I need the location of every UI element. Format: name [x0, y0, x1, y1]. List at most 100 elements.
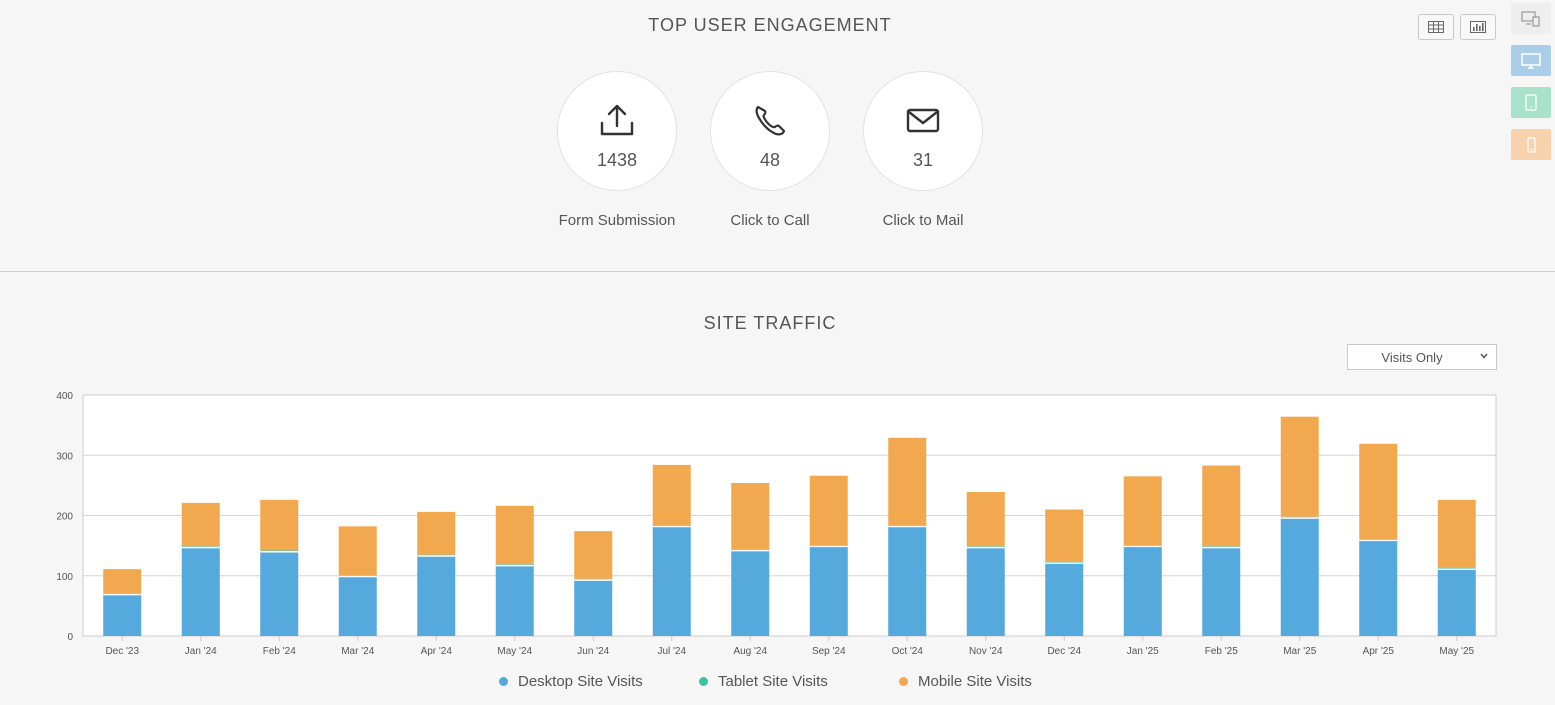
form-submission-count: 1438 — [596, 150, 638, 170]
visits-filter-select[interactable]: Visits Only — [1347, 344, 1497, 370]
desktop-icon — [1521, 52, 1541, 69]
visits-filter-value: Visits Only — [1381, 350, 1443, 365]
legend-label-mobile: Mobile Site Visits — [918, 673, 1032, 690]
bar-mobile — [731, 482, 770, 550]
bar-mobile — [338, 526, 377, 576]
bar-desktop — [1123, 545, 1162, 636]
bar-mobile — [1202, 465, 1241, 547]
bar-desktop — [888, 525, 927, 636]
y-tick-label: 0 — [67, 632, 73, 643]
legend-dot-mobile — [899, 677, 908, 686]
engagement-circle: 31 — [863, 71, 983, 191]
bar-tablet — [1280, 516, 1319, 518]
bar-desktop — [1202, 546, 1241, 636]
tablet-icon — [1525, 94, 1537, 111]
engagement-click-to-call: 48 Click to Call — [710, 71, 830, 229]
bar-tablet — [1437, 567, 1476, 569]
bar-desktop — [417, 555, 456, 636]
bar-mobile — [809, 475, 848, 546]
all-devices-button[interactable] — [1511, 3, 1551, 34]
bar-desktop — [731, 549, 770, 636]
legend-item-desktop[interactable]: Desktop Site Visits — [499, 673, 643, 690]
site-traffic-chart: 0 100 200 300 400 Dec '23 Jan '24 Feb '24 Mar '2… — [56, 391, 1497, 657]
y-tick-label: 400 — [56, 391, 73, 402]
bar-separator — [417, 553, 456, 557]
mobile-filter-button[interactable] — [1511, 129, 1551, 160]
x-tick-label: Sep '24 — [812, 646, 846, 657]
bar-separator — [103, 592, 142, 596]
upload-icon — [600, 104, 634, 136]
bar-desktop — [1437, 568, 1476, 636]
bar-tablet — [966, 546, 1005, 547]
bar-desktop — [966, 546, 1005, 636]
bar-desktop — [1359, 539, 1398, 636]
legend-item-mobile[interactable]: Mobile Site Visits — [899, 673, 1032, 690]
bar-desktop — [260, 551, 299, 636]
legend-item-tablet[interactable]: Tablet Site Visits — [699, 673, 828, 690]
bar-separator — [495, 563, 534, 567]
phone-icon — [755, 105, 786, 136]
y-tick-label: 200 — [56, 512, 73, 523]
desktop-filter-button[interactable] — [1511, 45, 1551, 76]
bar-tablet — [417, 554, 456, 556]
bar-tablet — [260, 550, 299, 552]
x-tick-label: Apr '25 — [1363, 646, 1395, 657]
tablet-filter-button[interactable] — [1511, 87, 1551, 118]
click-to-mail-count: 31 — [912, 150, 934, 170]
bar-tablet — [574, 578, 613, 580]
bar-mobile — [966, 492, 1005, 547]
bar-tablet — [888, 525, 927, 526]
bar-mobile — [652, 464, 691, 526]
bar-desktop — [1045, 562, 1084, 636]
engagement-circle: 48 — [710, 71, 830, 191]
bar-tablet — [1123, 545, 1162, 546]
bar-desktop — [181, 546, 220, 636]
bar-desktop — [652, 525, 691, 636]
legend-dot-desktop — [499, 677, 508, 686]
x-tick-label: Dec '23 — [105, 646, 139, 657]
bar-tablet — [731, 549, 770, 550]
x-tick-label: Oct '24 — [892, 646, 924, 657]
bar-mobile — [574, 531, 613, 579]
legend-dot-tablet — [699, 677, 708, 686]
chevron-down-icon — [1480, 353, 1488, 359]
y-tick-label: 300 — [56, 451, 73, 462]
bar-mobile — [1437, 499, 1476, 568]
plot-frame — [82, 394, 1497, 637]
bar-mobile — [1359, 443, 1398, 539]
click-to-call-count: 48 — [759, 150, 781, 170]
x-tick-label: Jan '25 — [1127, 646, 1159, 657]
bar-desktop — [338, 575, 377, 636]
traffic-title: SITE TRAFFIC — [703, 313, 837, 333]
bar-separator — [1437, 567, 1476, 571]
x-tick-label: Feb '24 — [263, 646, 296, 657]
engagement-form-submission: 1438 Form Submission — [557, 71, 677, 229]
x-tick-label: Mar '25 — [1283, 646, 1316, 657]
bar-mobile — [888, 437, 927, 526]
legend-label-desktop: Desktop Site Visits — [518, 673, 643, 690]
click-to-mail-label: Click to Mail — [882, 212, 964, 229]
x-tick-label: Jan '24 — [185, 646, 217, 657]
bar-mobile — [103, 569, 142, 594]
x-tick-label: Apr '24 — [421, 646, 453, 657]
x-tick-label: Dec '24 — [1047, 646, 1081, 657]
x-tick-label: Nov '24 — [969, 646, 1003, 657]
x-tick-label: May '24 — [497, 646, 532, 657]
y-tick-label: 100 — [56, 572, 73, 583]
x-tick-label: Jul '24 — [657, 646, 686, 657]
mobile-icon — [1526, 136, 1536, 153]
engagement-circle: 1438 — [557, 71, 677, 191]
engagement-click-to-mail: 31 Click to Mail — [863, 71, 983, 229]
bar-tablet — [338, 575, 377, 576]
form-submission-label: Form Submission — [558, 212, 676, 229]
bar-desktop — [574, 579, 613, 636]
bar-mobile — [1045, 509, 1084, 562]
bar-separator — [181, 545, 220, 549]
bar-desktop — [1280, 517, 1319, 636]
all-devices-icon — [1521, 10, 1540, 27]
x-tick-label: Jun '24 — [577, 646, 609, 657]
bar-tablet — [1045, 561, 1084, 563]
x-tick-label: Mar '24 — [341, 646, 374, 657]
chart-view-button[interactable] — [1460, 14, 1496, 40]
table-view-button[interactable] — [1418, 14, 1454, 40]
